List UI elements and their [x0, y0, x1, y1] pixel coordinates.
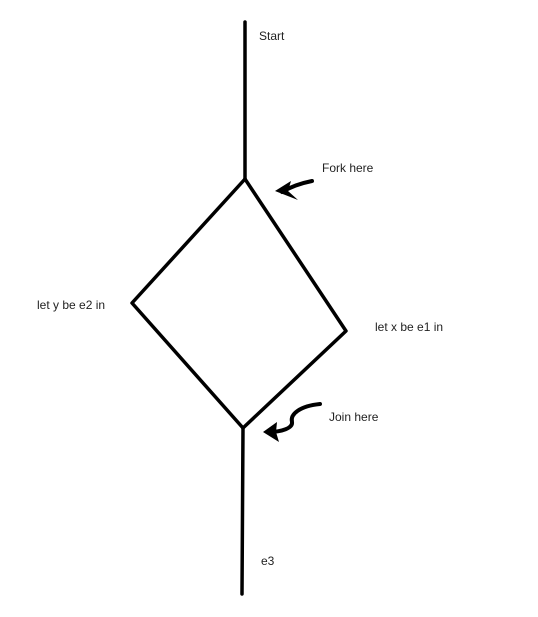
left-branch-label: let y be e2 in — [37, 298, 105, 312]
join-arrow-icon — [263, 402, 322, 442]
fork-arrow-icon — [275, 179, 314, 200]
right-branch-label: let x be e1 in — [375, 320, 443, 334]
end-line — [240, 426, 245, 596]
left-branch-edge — [130, 177, 247, 430]
end-label: e3 — [261, 554, 275, 568]
start-label: Start — [259, 29, 285, 43]
fork-label: Fork here — [322, 161, 374, 175]
join-label: Join here — [329, 410, 379, 424]
right-branch-edge — [241, 177, 348, 430]
